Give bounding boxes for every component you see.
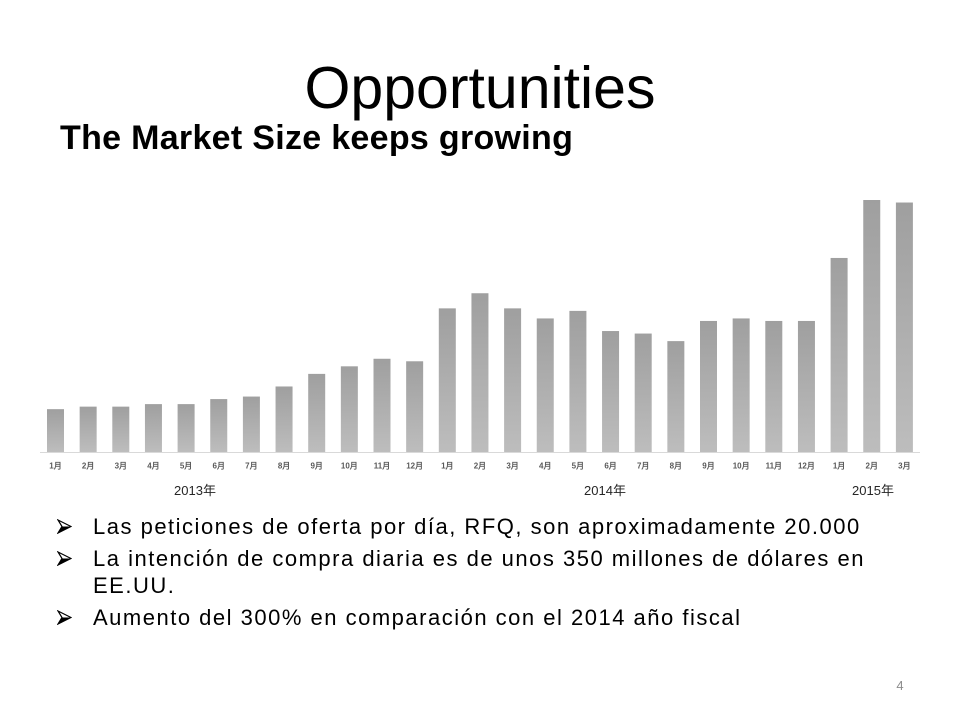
arrowhead-bullet-icon (57, 610, 72, 625)
bar (340, 366, 358, 452)
bar (602, 331, 620, 452)
x-tick-label: 3月 (898, 462, 910, 471)
bar (112, 406, 130, 452)
bar (700, 320, 717, 452)
bar (275, 386, 293, 452)
x-tick-label: 10月 (341, 462, 358, 471)
bar (863, 200, 881, 452)
bar (47, 409, 64, 452)
x-tick-label: 12月 (406, 462, 423, 471)
x-tick-label: 9月 (310, 462, 322, 471)
x-tick-label: 2月 (82, 462, 94, 471)
slide-title: Opportunities (304, 55, 656, 121)
x-tick-label: 2月 (474, 462, 486, 471)
bar (79, 406, 97, 452)
x-tick-label: 6月 (213, 462, 225, 471)
x-tick-label: 1月 (441, 462, 453, 471)
bar (569, 310, 587, 452)
bar (471, 293, 489, 452)
x-tick-label: 9月 (702, 462, 714, 471)
bar (895, 202, 913, 452)
x-tick-label: 1月 (49, 462, 61, 471)
bar (308, 373, 326, 452)
x-tick-label: 4月 (147, 462, 159, 471)
x-tick-label: 5月 (572, 462, 584, 471)
bar (830, 257, 848, 452)
bar (732, 318, 750, 452)
bullet-item: La intención de compra diaria es de unos… (57, 545, 897, 599)
page-number: 4 (896, 678, 904, 693)
year-label-2013: 2013年 (174, 483, 216, 498)
x-tick-label: 7月 (637, 462, 649, 471)
bullet-item: Las peticiones de oferta por día, RFQ, s… (57, 513, 897, 540)
bar (504, 308, 522, 452)
bar (406, 361, 424, 452)
x-tick-label: 3月 (506, 462, 518, 471)
x-tick-label: 4月 (539, 462, 551, 471)
x-tick-label: 7月 (245, 462, 257, 471)
year-label-2015: 2015年 (852, 483, 894, 498)
arrowhead-bullet-icon-shape (57, 519, 72, 534)
x-tick-label: 1月 (833, 462, 845, 471)
x-tick-label: 11月 (374, 462, 390, 471)
bullet-text: Las peticiones de oferta por día, RFQ, s… (93, 514, 861, 539)
bullet-text: La intención de compra diaria es de unos… (93, 546, 865, 598)
bar (210, 399, 228, 452)
bar (667, 341, 685, 452)
bar (373, 358, 391, 452)
slide-subtitle: The Market Size keeps growing (60, 119, 574, 157)
arrowhead-bullet-icon-shape (57, 551, 72, 566)
bar (438, 308, 456, 452)
x-tick-label: 10月 (733, 462, 750, 471)
x-tick-labels: 1月 2月 3月 4月 5月 6月 7月 8月 9月 10月 11月 12月 1月 2月 3月 4月 5月 6月 7… (49, 462, 910, 471)
bar (144, 404, 162, 452)
x-tick-label: 6月 (604, 462, 616, 471)
arrowhead-bullet-icon (57, 519, 72, 534)
bar (797, 320, 815, 452)
x-tick-label: 12月 (798, 462, 815, 471)
x-tick-label: 3月 (115, 462, 127, 471)
x-tick-label: 8月 (278, 462, 290, 471)
bullet-text: Aumento del 300% en comparación con el 2… (93, 605, 742, 630)
bullet-item: Aumento del 300% en comparación con el 2… (57, 604, 897, 631)
bars-layer (47, 200, 913, 452)
arrowhead-bullet-icon (57, 551, 72, 566)
market-size-bar-chart: 1月 2月 3月 4月 5月 6月 7月 8月 9月 10月 11月 12月 1月 2月 3月 4月 5月 6月 7… (40, 200, 920, 471)
x-tick-label: 5月 (180, 462, 192, 471)
year-label-2014: 2014年 (584, 483, 626, 498)
bar (765, 320, 783, 452)
x-tick-label: 2月 (866, 462, 878, 471)
x-tick-label: 11月 (766, 462, 782, 471)
bar (536, 318, 554, 452)
arrowhead-bullet-icon-shape (57, 610, 72, 625)
bar (634, 333, 652, 452)
bar (177, 404, 195, 452)
x-tick-label: 8月 (670, 462, 682, 471)
bar (242, 396, 260, 452)
bullet-list: Las peticiones de oferta por día, RFQ, s… (57, 513, 897, 636)
